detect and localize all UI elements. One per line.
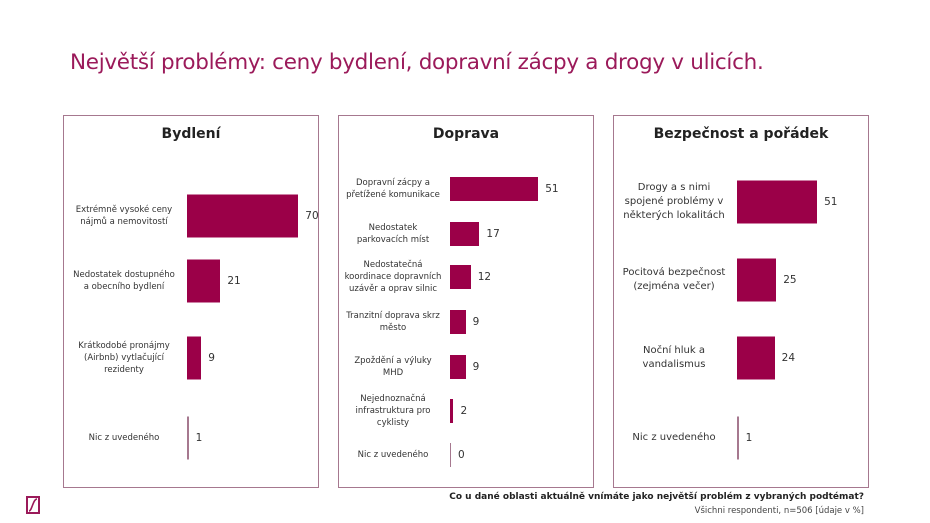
- bar: [187, 194, 299, 238]
- category-label: Extrémně vysoké ceny nájmů a nemovitostí: [75, 205, 173, 227]
- category-label: Nejednoznačná infrastruktura pro cyklist…: [355, 394, 431, 428]
- category-label: Pocitová bezpečnost (zejména večer): [622, 267, 726, 292]
- bar: [187, 416, 189, 460]
- logo-icon: [26, 496, 40, 514]
- category-label: Noční hluk a vandalismus: [642, 345, 706, 370]
- panel-title: Doprava: [432, 126, 500, 142]
- bar: [737, 336, 775, 380]
- bar: [737, 180, 818, 224]
- bar: [450, 310, 466, 334]
- bar: [187, 336, 202, 380]
- panel-doprava: Doprava Dopravní zácpy a přetížené komun…: [338, 115, 594, 488]
- category-label: Nic z uvedeného: [88, 433, 160, 443]
- bar: [450, 399, 454, 423]
- category-label: Nedostatečná koordinace dopravních uzávě…: [344, 260, 442, 294]
- category-label: Krátkodobé pronájmy (Airbnb) vytlačující…: [78, 341, 170, 375]
- value-label: 25: [783, 274, 797, 286]
- category-label: Nic z uvedeného: [632, 432, 716, 443]
- value-label: 51: [545, 183, 559, 195]
- value-label: 1: [195, 432, 203, 444]
- value-label: 9: [472, 316, 480, 328]
- panel-title: Bydlení: [161, 126, 221, 142]
- category-label: Nic z uvedeného: [357, 450, 429, 460]
- category-label: Zpoždění a výluky MHD: [354, 356, 432, 378]
- value-label: 9: [472, 361, 480, 373]
- value-label: 2: [460, 405, 468, 417]
- value-label: 12: [477, 271, 492, 283]
- survey-question: Co u dané oblasti aktuálně vnímáte jako …: [449, 492, 864, 502]
- bar: [737, 258, 777, 302]
- value-label: 17: [486, 228, 500, 240]
- bar: [737, 416, 739, 460]
- bar: [450, 177, 539, 201]
- category-label: Nedostatek dostupného a obecního bydlení: [73, 270, 175, 292]
- bar: [450, 222, 480, 246]
- value-label: 51: [824, 196, 838, 208]
- category-label: Drogy a s nimi spojené problémy v někter…: [623, 182, 725, 221]
- value-label: 0: [458, 449, 465, 461]
- value-label: 9: [208, 352, 215, 364]
- category-label: Tranzitní doprava skrz město: [346, 311, 440, 333]
- panel-bezpecnost: Bezpečnost a pořádek Drogy a s nimi spoj…: [613, 115, 869, 488]
- value-label: 21: [227, 275, 241, 287]
- bar: [187, 259, 221, 303]
- category-label: Nedostatek parkovacích míst: [356, 223, 430, 245]
- value-label: 70: [305, 210, 319, 222]
- page-title: Největší problémy: ceny bydlení, dopravn…: [70, 50, 764, 75]
- survey-base: Všichni respondenti, n=506 [údaje v %]: [694, 506, 864, 516]
- bar: [450, 265, 471, 289]
- value-label: 1: [745, 432, 753, 444]
- category-label: Dopravní zácpy a přetížené komunikace: [346, 178, 440, 200]
- bar: [450, 443, 451, 467]
- panel-bydleni: Bydlení Extrémně vysoké ceny nájmů a nem…: [63, 115, 319, 488]
- value-label: 24: [781, 352, 796, 364]
- panel-title: Bezpečnost a pořádek: [653, 126, 829, 142]
- bar: [450, 355, 466, 379]
